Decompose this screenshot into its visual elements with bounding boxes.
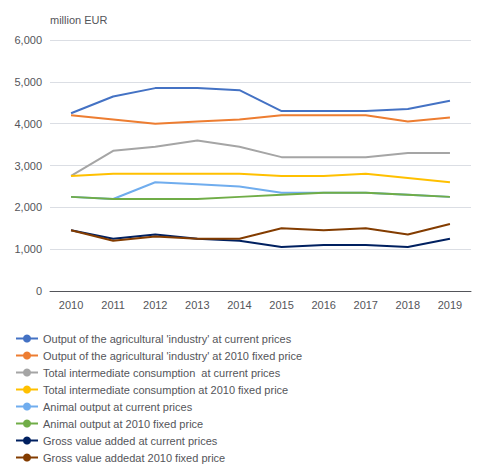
svg-text:5,000: 5,000 xyxy=(14,76,42,88)
svg-text:million EUR: million EUR xyxy=(50,14,108,26)
svg-text:2017: 2017 xyxy=(354,299,378,311)
svg-text:2014: 2014 xyxy=(227,299,251,311)
svg-text:Animal output at 2010 fixed pr: Animal output at 2010 fixed price xyxy=(43,418,203,430)
svg-text:2013: 2013 xyxy=(185,299,209,311)
svg-text:2019: 2019 xyxy=(438,299,462,311)
svg-text:0: 0 xyxy=(36,285,42,297)
svg-text:6,000: 6,000 xyxy=(14,34,42,46)
svg-text:1,000: 1,000 xyxy=(14,243,42,255)
svg-text:2018: 2018 xyxy=(396,299,420,311)
svg-text:Output of the agricultural 'in: Output of the agricultural 'industry' at… xyxy=(43,333,292,345)
svg-text:2011: 2011 xyxy=(101,299,125,311)
svg-text:2016: 2016 xyxy=(311,299,335,311)
svg-text:3,000: 3,000 xyxy=(14,160,42,172)
svg-text:Total intermediate consumption: Total intermediate consumption at curren… xyxy=(43,367,281,379)
svg-text:4,000: 4,000 xyxy=(14,118,42,130)
svg-text:2015: 2015 xyxy=(269,299,293,311)
svg-text:2,000: 2,000 xyxy=(14,201,42,213)
svg-text:2010: 2010 xyxy=(59,299,83,311)
svg-text:Output of the agricultural 'in: Output of the agricultural 'industry' at… xyxy=(43,350,302,362)
svg-text:2012: 2012 xyxy=(143,299,167,311)
svg-text:Gross value added at current p: Gross value added at current prices xyxy=(43,435,218,447)
svg-text:Total intermediate consumption: Total intermediate consumption at 2010 f… xyxy=(43,384,288,396)
svg-text:Animal output at current price: Animal output at current prices xyxy=(43,401,193,413)
svg-text:Gross value addedat 2010 fixed: Gross value addedat 2010 fixed price xyxy=(43,452,225,464)
